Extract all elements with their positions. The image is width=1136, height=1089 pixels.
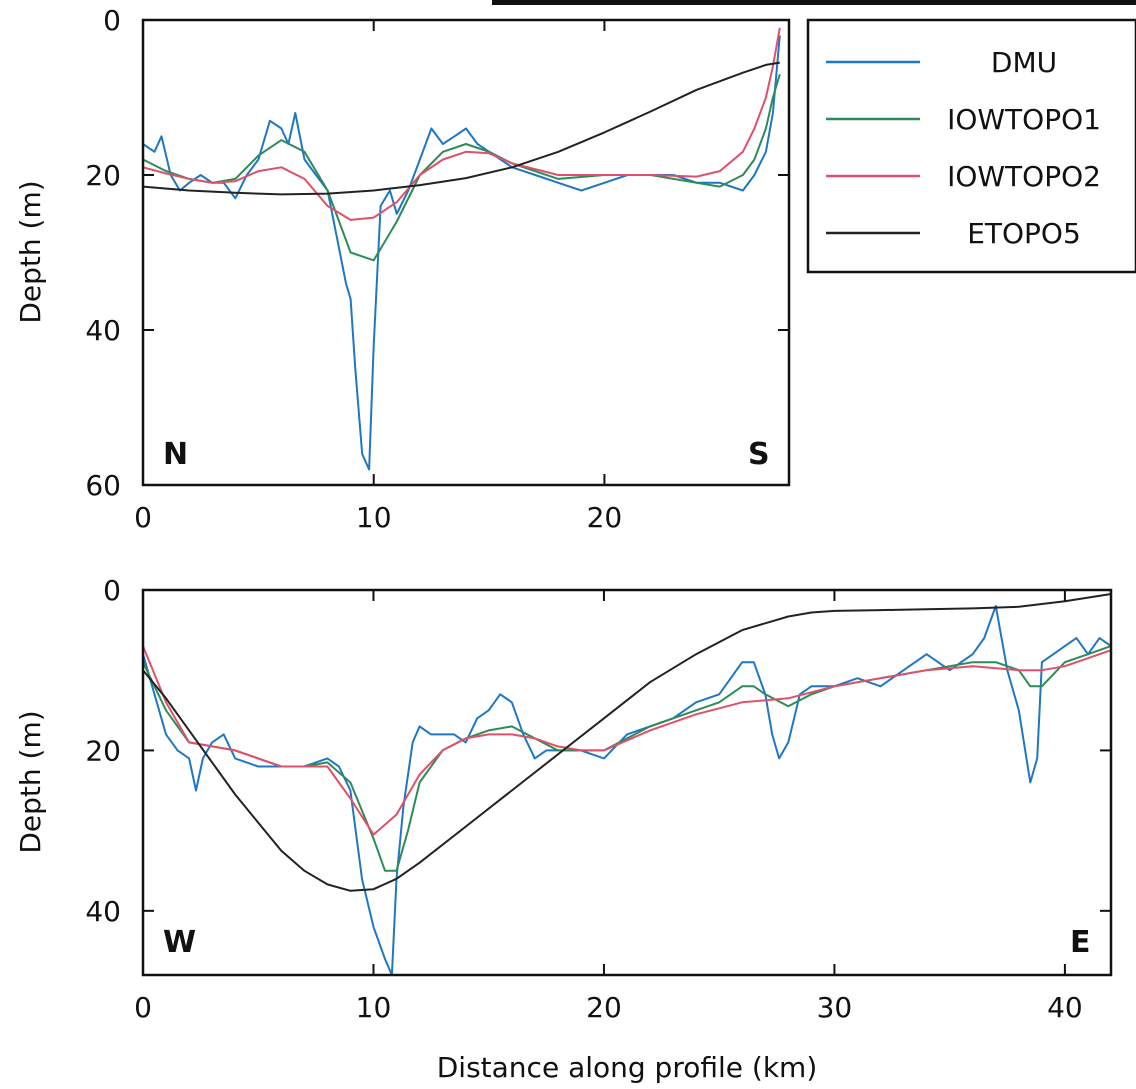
legend-label-iowtopo2: IOWTOPO2	[947, 160, 1101, 193]
legend-label-dmu: DMU	[991, 46, 1057, 79]
top-edge-bar	[492, 0, 1136, 5]
top-y-tick-label: 40	[85, 314, 121, 347]
bottom-y-axis-label: Depth (m)	[14, 710, 47, 853]
bottom-y-tick-label: 40	[85, 895, 121, 928]
top-plot-frame	[141, 18, 791, 487]
bottom-y-tick-label: 0	[103, 574, 121, 607]
top-ticks-group: 0 10 20 0 20 40 60	[85, 4, 789, 534]
top-panel: 0 10 20 0 20 40 60 Depth (m) N S	[14, 4, 791, 534]
bottom-x-tick-label: 40	[1047, 991, 1083, 1024]
top-y-tick-label: 20	[85, 159, 121, 192]
bottom-plot-frame	[141, 588, 1113, 977]
bottom-series-line-iowtopo1	[142, 645, 1112, 872]
bottom-corner-label-right: E	[1070, 925, 1091, 960]
legend-label-etopo5: ETOPO5	[967, 217, 1081, 250]
legend-items: DMU IOWTOPO1 IOWTOPO2 ETOPO5	[826, 46, 1101, 250]
bottom-series-group	[142, 593, 1112, 976]
top-series-line-etopo5	[142, 61, 780, 196]
top-corner-label-left: N	[163, 437, 188, 472]
bottom-x-tick-label: 30	[817, 991, 853, 1024]
bottom-x-tick-label: 10	[356, 991, 392, 1024]
bottom-x-axis-label: Distance along profile (km)	[437, 1051, 818, 1084]
legend-label-iowtopo1: IOWTOPO1	[947, 103, 1101, 136]
top-series-line-dmu	[142, 35, 781, 471]
legend: DMU IOWTOPO1 IOWTOPO2 ETOPO5	[806, 18, 1136, 274]
top-series-line-iowtopo2	[142, 27, 781, 221]
bottom-series-line-iowtopo2	[142, 645, 1112, 836]
bottom-x-tick-label: 0	[134, 991, 152, 1024]
top-x-tick-label: 0	[134, 501, 152, 534]
top-corner-label-right: S	[748, 437, 770, 472]
top-x-tick-label: 20	[587, 501, 623, 534]
top-series-line-iowtopo1	[142, 74, 781, 262]
bottom-series-line-dmu	[142, 605, 1112, 976]
top-series-group	[142, 27, 781, 471]
top-y-tick-label: 0	[103, 4, 121, 37]
bottom-series-line-etopo5	[142, 593, 1112, 892]
bottom-panel: 0 10 20 30 40 0 20 40 Depth (m) Distance along …	[14, 574, 1113, 1084]
bottom-x-tick-label: 20	[586, 991, 622, 1024]
bottom-corner-label-left: W	[163, 925, 196, 960]
top-y-axis-label: Depth (m)	[14, 180, 47, 323]
top-y-tick-label: 60	[85, 469, 121, 502]
bottom-y-tick-label: 20	[85, 734, 121, 767]
bottom-ticks-group: 0 10 20 30 40 0 20 40	[85, 574, 1111, 1024]
top-x-tick-label: 10	[356, 501, 392, 534]
